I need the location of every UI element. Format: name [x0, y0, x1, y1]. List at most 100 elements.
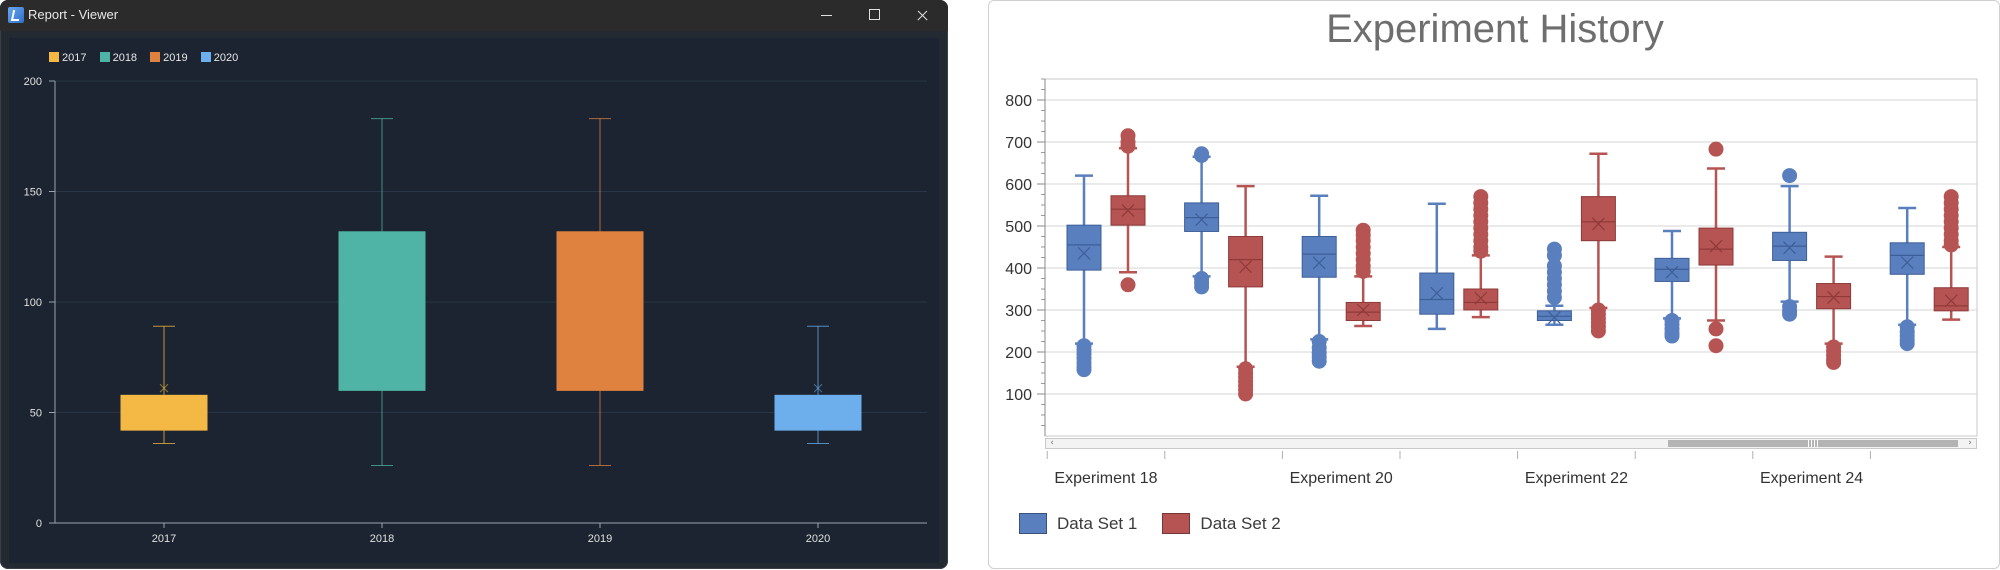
report-viewer-window: Report - Viewer 2017 2018 2019 2020 0 50 1…	[0, 0, 948, 569]
mean-marker	[595, 257, 605, 267]
y-tick-label: 800	[1005, 93, 1032, 110]
outlier-point	[1355, 263, 1371, 279]
mean-marker	[1195, 213, 1209, 227]
box	[1345, 301, 1381, 322]
y-tick-label: 100	[1005, 387, 1032, 404]
window-title: Report - Viewer	[28, 7, 119, 22]
legend-item-2017[interactable]: 2017	[49, 52, 86, 64]
legend-label: 2017	[62, 52, 87, 64]
box	[1933, 287, 1969, 312]
outlier-point	[1194, 279, 1210, 295]
experiment-history-panel: Experiment History 100 200 300 400 500 600 700…	[988, 0, 2000, 569]
outlier-point	[1546, 247, 1562, 263]
x-tick-label: Experiment 24	[1760, 470, 1863, 487]
box	[1536, 310, 1572, 321]
mean-marker	[1430, 286, 1444, 300]
scroll-left-icon[interactable]: ‹	[1050, 438, 1054, 448]
y-tick-label: 600	[1005, 177, 1032, 194]
chart-title: Experiment History	[1326, 7, 1664, 51]
legend-label: Data Set 2	[1200, 514, 1281, 533]
outlier-point	[1194, 147, 1210, 163]
x-tick-label: Experiment 22	[1525, 470, 1628, 487]
legend: Data Set 1 Data Set 2	[1019, 513, 1301, 534]
legend-label: 2020	[213, 52, 239, 64]
maximize-icon[interactable]	[851, 0, 897, 31]
outlier-point	[1708, 338, 1724, 354]
mean-marker	[1077, 246, 1091, 260]
x-tick-label: 2017	[152, 533, 176, 545]
report-viewer-icon	[8, 7, 24, 23]
outlier-point	[1826, 355, 1842, 370]
mean-marker	[1121, 204, 1135, 217]
legend-swatch	[200, 52, 211, 62]
mean-marker	[1709, 239, 1723, 253]
scroll-right-icon[interactable]: ›	[1968, 438, 1972, 448]
x-tick-label: 2018	[370, 533, 394, 545]
mean-marker	[1474, 291, 1488, 305]
legend-item-2018[interactable]: 2018	[99, 52, 138, 64]
mean-marker	[1827, 290, 1841, 304]
y-tick-label: 50	[30, 408, 42, 420]
outlier-point	[1782, 306, 1798, 322]
outlier-point	[1664, 328, 1680, 344]
scroll-thumb[interactable]	[1668, 440, 1958, 447]
outlier-point	[1899, 336, 1915, 352]
legend-swatch	[150, 52, 161, 62]
legend-swatch	[1162, 513, 1191, 534]
minimize-icon[interactable]	[803, 0, 849, 31]
mean-marker	[1783, 241, 1797, 255]
legend-item-data-set-2[interactable]: Data Set 2	[1162, 513, 1281, 534]
outlier-point	[1238, 386, 1254, 402]
outlier-point	[1120, 277, 1136, 293]
y-tick-label: 500	[1005, 219, 1032, 236]
outlier-point	[1708, 321, 1724, 337]
mean-marker	[1356, 303, 1370, 317]
legend-swatch	[99, 52, 110, 62]
box-2019	[556, 231, 644, 391]
legend-item-data-set-1[interactable]: Data Set 1	[1019, 513, 1137, 534]
legend-label: 2019	[163, 52, 188, 64]
experiment-box-chart: 100 200 300 400 500 600 700 800 Experiment 18 Exp…	[1005, 78, 1978, 487]
horizontal-scrollbar[interactable]: ‹ ›	[1045, 438, 1977, 449]
plot-frame	[1044, 78, 1978, 437]
outlier-point	[1120, 138, 1136, 154]
mean-marker	[813, 383, 823, 393]
grip-icon	[1808, 440, 1818, 447]
y-tick-label: 200	[1005, 345, 1032, 362]
box-2018	[338, 231, 426, 391]
outlier-point	[1590, 323, 1606, 339]
outlier-point	[1708, 141, 1724, 157]
box	[1463, 288, 1499, 311]
box	[1066, 224, 1102, 271]
box	[1580, 196, 1616, 242]
mean-marker	[1239, 260, 1253, 274]
outlier-point	[1546, 289, 1562, 305]
legend-item-2020[interactable]: 2020	[200, 52, 239, 64]
box	[1889, 242, 1925, 275]
box-2020	[774, 394, 862, 431]
y-tick-label: 100	[24, 297, 42, 309]
outlier-point	[1311, 353, 1327, 369]
outlier-point	[1943, 237, 1959, 253]
mean-marker	[1591, 217, 1605, 231]
y-tick-label: 700	[1005, 135, 1032, 152]
y-tick-label: 200	[24, 76, 42, 88]
box	[1228, 236, 1264, 288]
legend-label: Data Set 1	[1057, 514, 1138, 533]
outlier-point	[1076, 362, 1092, 378]
legend-swatch	[49, 52, 59, 62]
y-tick-label: 300	[1005, 303, 1032, 320]
year-box-chart: 0 50 100 150 200 2017 2018 2019 2020	[24, 76, 927, 545]
plot-area	[9, 38, 939, 563]
y-tick-label: 400	[1005, 261, 1032, 278]
x-tick-label: 2020	[806, 533, 830, 545]
legend-label: 2018	[112, 52, 138, 64]
mean-marker	[1547, 311, 1561, 324]
title-bar[interactable]: Report - Viewer	[0, 0, 948, 31]
mean-marker	[159, 383, 169, 393]
x-tick-label: Experiment 20	[1290, 470, 1393, 487]
mean-marker	[377, 257, 387, 267]
box	[1654, 257, 1690, 282]
legend-item-2019[interactable]: 2019	[150, 52, 188, 64]
y-tick-label: 0	[36, 518, 42, 530]
